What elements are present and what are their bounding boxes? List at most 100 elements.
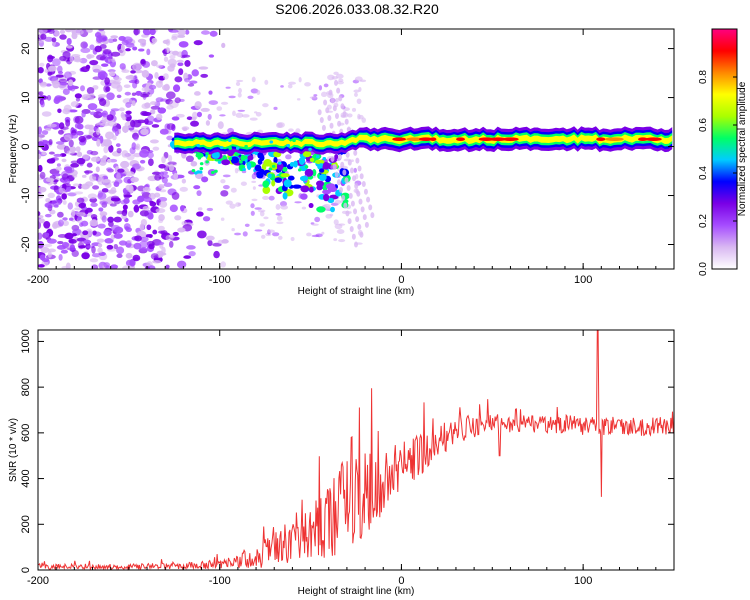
spectrogram-noise-blob [68, 139, 74, 148]
spectrogram-noise-blob [262, 103, 269, 108]
spectrogram-noise-blob [91, 173, 99, 177]
spectrogram-streak-blob [332, 105, 337, 112]
spectrogram-signal-core [228, 146, 232, 150]
spectrogram-noise-blob [70, 163, 80, 168]
spectrogram-noise-blob [39, 81, 48, 88]
spectrogram-streak-blob [339, 187, 344, 194]
spectrogram-noise-blob [251, 198, 258, 202]
spectrogram-streak-blob [356, 190, 361, 197]
spectrogram-noise-blob [97, 223, 106, 229]
spectrogram-noise-blob [109, 203, 117, 207]
spectrogram-noise-blob [276, 122, 283, 129]
spectrogram-noise-blob [41, 111, 52, 117]
spectrogram-noise-blob [353, 89, 360, 93]
spectrogram-noise-blob [235, 202, 241, 207]
spectrogram-tone-band [174, 134, 673, 148]
spectrogram-noise-blob [70, 101, 79, 108]
spectrogram-noise-blob [82, 153, 90, 160]
spectrogram-signal-blob [271, 179, 276, 187]
spectrogram-noise-blob [184, 29, 190, 35]
spectrogram-noise-blob [57, 71, 64, 75]
spectrogram-signal-core [205, 160, 209, 164]
spectrogram-noise-blob [76, 151, 83, 157]
spectrogram-noise-blob [338, 223, 346, 226]
spectrogram-noise-blob [129, 258, 136, 267]
spectrogram-noise-blob [250, 210, 255, 216]
spectrogram-noise-blob [116, 246, 125, 255]
spectrogram-noise-blob [194, 101, 202, 110]
spectrogram-noise-blob [45, 197, 51, 203]
spectrogram-noise-blob [161, 246, 166, 255]
spectrogram-signal-blob [195, 152, 204, 159]
spectrogram-noise-blob [55, 74, 64, 78]
spectrogram-signal-core [315, 155, 320, 159]
spectrogram-streak-blob [347, 159, 352, 166]
spectrogram-noise-blob [122, 125, 129, 133]
spectrogram-noise-blob [81, 252, 90, 260]
spectrogram-peak-blob [478, 137, 495, 142]
spectrogram-signal-blob [211, 151, 220, 159]
spectrogram-noise-blob [39, 62, 45, 67]
spectrogram-noise-blob [81, 174, 87, 178]
spectrogram-signal-core [242, 167, 246, 172]
spectrogram-noise-blob [119, 63, 126, 70]
spectrogram-noise-blob [155, 241, 165, 246]
spectrogram-noise-blob [173, 84, 181, 93]
spectrogram-noise-blob [222, 174, 231, 178]
spectrogram-noise-blob [45, 177, 55, 183]
spectrogram-noise-blob [77, 241, 85, 250]
spectrogram-noise-blob [48, 75, 58, 81]
spectrogram-noise-blob [64, 232, 74, 240]
spectrogram-noise-blob [200, 73, 209, 78]
spectrogram-noise-blob [122, 204, 128, 210]
spectrogram-noise-blob [101, 63, 109, 67]
spectrogram-noise-blob [288, 81, 296, 85]
spectrogram-noise-blob [105, 265, 111, 269]
spectrogram-noise-blob [72, 183, 80, 187]
spectrogram-noise-blob [107, 216, 114, 223]
spectrogram-noise-blob [254, 229, 263, 232]
spectrogram-noise-blob [181, 126, 190, 131]
spectrogram-noise-blob [121, 150, 129, 158]
spectrogram-noise-blob [73, 58, 83, 63]
spectrogram-noise-blob [62, 217, 68, 221]
spectrogram-noise-blob [208, 54, 215, 58]
spectrogram-noise-blob [125, 75, 136, 80]
spectrogram-streak-blob [340, 161, 345, 168]
spectrogram-noise-blob [47, 29, 55, 34]
spectrogram-signal-blob [267, 173, 272, 179]
spectrogram-noise-blob [47, 71, 53, 76]
spectrogram-signal-core [217, 160, 222, 164]
spectrogram-noise-blob [38, 91, 44, 96]
spectrogram-noise-blob [113, 181, 120, 187]
spectrogram-noise-blob [71, 209, 76, 217]
spectrogram-noise-blob [161, 156, 166, 164]
spectrogram-noise-blob [98, 35, 108, 42]
spectrogram-noise-blob [55, 141, 65, 145]
spectrogram-streak-blob [345, 210, 350, 217]
spectrogram-noise-blob [334, 199, 342, 205]
spectrogram-noise-blob [236, 79, 244, 83]
spectrogram-signal-blob [312, 169, 317, 177]
spectrogram-streak-blob [319, 117, 324, 124]
spectrogram-signal-core [268, 167, 273, 171]
spectrogram-noise-blob [242, 231, 248, 237]
spectrogram-noise-blob [174, 215, 182, 221]
spectrogram-streak-blob [336, 179, 341, 186]
spectrogram-noise-blob [146, 48, 151, 56]
spectrogram-noise-blob [158, 163, 166, 169]
spectrogram-noise-blob [252, 186, 256, 190]
spectrogram-noise-blob [181, 178, 187, 184]
spectrogram-noise-blob [38, 153, 42, 160]
spectrogram-noise-blob [47, 65, 57, 72]
spectrogram-noise-blob [208, 100, 219, 105]
spectrogram-signal-blob [298, 156, 306, 165]
spectrogram-noise-blob [41, 130, 49, 135]
spectrogram-noise-blob [62, 88, 70, 95]
spectrogram-noise-blob [40, 246, 50, 254]
spectrogram-noise-blob [126, 239, 133, 244]
spectrogram-noise-blob [324, 206, 331, 211]
spectrogram-noise-blob [262, 195, 270, 200]
spectrogram-noise-blob [134, 79, 140, 85]
spectrogram-noise-blob [217, 239, 224, 245]
